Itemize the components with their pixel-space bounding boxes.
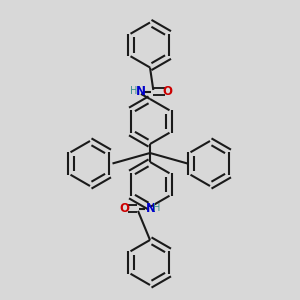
Text: H: H bbox=[130, 85, 138, 96]
Text: N: N bbox=[136, 85, 146, 98]
Text: O: O bbox=[119, 202, 129, 215]
Text: N: N bbox=[146, 202, 156, 215]
Text: H: H bbox=[153, 202, 160, 213]
Text: O: O bbox=[162, 85, 172, 98]
